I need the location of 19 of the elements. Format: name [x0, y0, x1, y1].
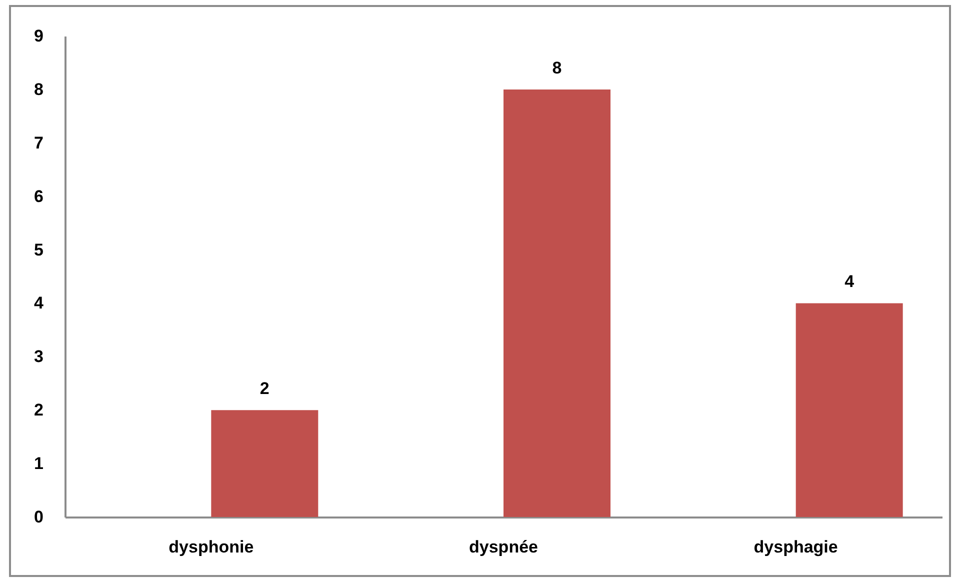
data-label: 2	[260, 379, 270, 398]
data-label: 8	[552, 58, 562, 78]
y-tick-label: 3	[34, 347, 44, 366]
y-tick-label: 5	[34, 240, 44, 260]
bar	[796, 303, 903, 517]
bar	[504, 89, 610, 517]
y-tick-label: 8	[34, 80, 44, 99]
y-tick-label: 6	[34, 186, 44, 206]
x-tick-label: dysphagie	[754, 538, 838, 556]
x-tick-label: dyspnée	[469, 538, 538, 556]
y-tick-label: 1	[34, 454, 44, 474]
y-tick-label: 7	[34, 133, 44, 152]
bar	[211, 410, 318, 517]
x-tick-label: dysphonie	[168, 538, 254, 556]
y-tick-label: 0	[34, 508, 44, 526]
y-tick-label: 2	[34, 400, 44, 420]
y-tick-label: 9	[34, 26, 44, 46]
y-tick-label: 4	[34, 294, 44, 313]
data-label: 4	[844, 272, 855, 292]
